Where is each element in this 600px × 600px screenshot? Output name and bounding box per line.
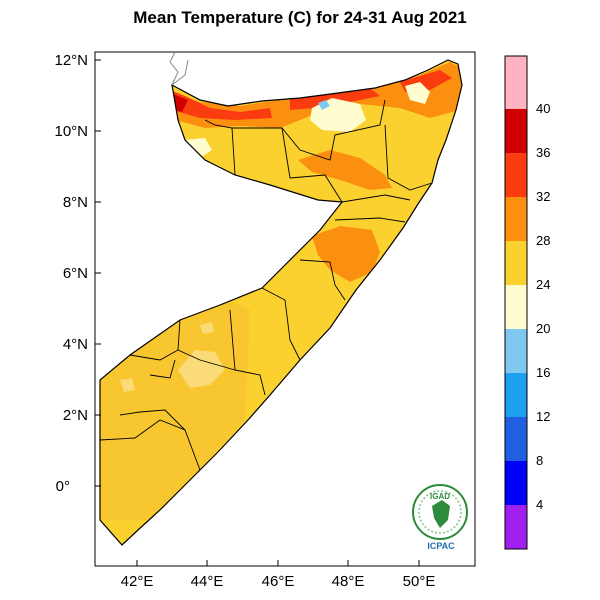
logo-igad-text: IGAD	[430, 492, 450, 501]
lat-label: 0°	[56, 478, 70, 495]
axis-ticks	[95, 59, 420, 566]
lon-label: 48°E	[332, 573, 365, 590]
neighbour-border	[169, 51, 189, 86]
lon-label: 44°E	[191, 573, 224, 590]
map-title: Mean Temperature (C) for 24-31 Aug 2021	[133, 8, 467, 27]
colorbar-segment	[505, 241, 527, 285]
colorbar-segment	[505, 505, 527, 549]
colorbar-segment	[505, 417, 527, 461]
colorbar-label: 36	[536, 145, 550, 160]
admin-boundaries	[99, 99, 433, 471]
lon-label: 42°E	[121, 573, 154, 590]
lon-label: 46°E	[262, 573, 295, 590]
somalia-outline	[99, 59, 463, 546]
colorbar-label: 20	[536, 321, 550, 336]
colorbar-segment	[505, 56, 527, 109]
icpac-logo: IGAD ICPAC	[412, 484, 468, 551]
lon-label: 50°E	[403, 573, 436, 590]
colorbar-label: 16	[536, 365, 550, 380]
colorbar: 4 8 12 16 20 24 28 32 36 40	[504, 55, 550, 550]
colorbar-label: 8	[536, 453, 543, 468]
lat-label: 6°N	[63, 265, 88, 282]
logo-icpac-text: ICPAC	[427, 541, 455, 551]
lat-label: 4°N	[63, 336, 88, 353]
colorbar-label: 32	[536, 189, 550, 204]
colorbar-label: 28	[536, 233, 550, 248]
lat-label: 2°N	[63, 407, 88, 424]
colorbar-segment	[505, 109, 527, 153]
lat-label: 8°N	[63, 194, 88, 211]
colorbar-label: 40	[536, 101, 550, 116]
colorbar-segment	[505, 285, 527, 329]
colorbar-border	[504, 55, 528, 550]
colorbar-segment	[505, 329, 527, 373]
colorbar-label: 12	[536, 409, 550, 424]
lat-axis-labels: 12°N 10°N 8°N 6°N 4°N 2°N 0°	[54, 52, 88, 495]
colorbar-label: 24	[536, 277, 550, 292]
colorbar-segment	[505, 197, 527, 241]
colorbar-label: 4	[536, 497, 543, 512]
lat-label: 12°N	[54, 52, 88, 69]
colorbar-segment	[505, 153, 527, 197]
lon-axis-labels: 42°E 44°E 46°E 48°E 50°E	[121, 573, 436, 590]
colorbar-segment	[505, 373, 527, 417]
colorbar-segment	[505, 461, 527, 505]
lat-label: 10°N	[54, 123, 88, 140]
